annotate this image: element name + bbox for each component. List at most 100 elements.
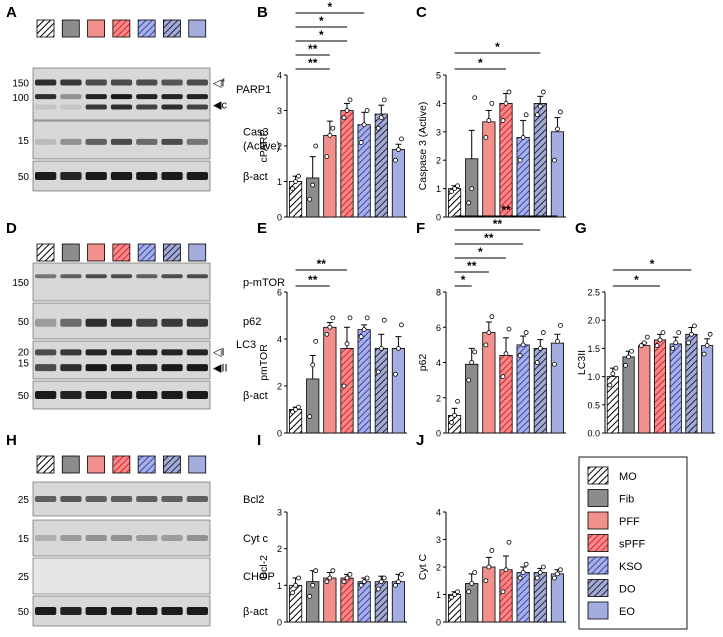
blot-band [85,172,107,180]
data-point [657,337,663,343]
blot-band [60,94,82,100]
data-point [489,101,495,106]
data-point [290,409,295,415]
sig-label: * [650,257,655,271]
blot-row-Cas3-Active- [32,120,211,160]
data-point [520,570,526,575]
panel-letter-F: F [416,220,425,237]
data-point [364,315,370,321]
blot-band [186,607,208,615]
blot-band [60,535,82,541]
data-point [310,582,316,588]
legend-label-sPFF: sPFF [619,539,646,551]
data-point [472,570,478,575]
blot-label: β-act [243,171,268,183]
blot-row-PARP1 [32,67,211,121]
panel-letter-J: J [416,432,424,449]
data-point [486,118,492,123]
lane-key-D-DO [163,243,181,262]
y-axis-label: p62 [417,354,429,372]
data-point [341,579,347,585]
data-point [455,183,460,189]
bar-F-KSO [516,344,530,434]
data-point [296,404,301,410]
lane-key-D-Fib [61,243,80,262]
sig-label: ** [493,217,503,231]
blot-band [136,391,158,399]
bar-G-DO [685,333,698,434]
data-point [520,135,526,140]
blot-band [161,391,183,399]
blot-band [110,607,133,615]
blot-band [35,79,57,86]
blot-band [85,318,107,327]
data-point [455,589,460,595]
blot-band [60,496,82,502]
data-point [629,348,634,354]
y-tick-label: 0 [436,618,441,628]
data-point [396,147,401,152]
blot-band [85,274,107,279]
data-point [472,95,478,101]
bar-G-KSO [669,343,682,434]
data-point [520,342,526,348]
data-point [296,575,301,581]
blot-band [85,79,107,86]
data-point [452,186,457,192]
bar-G-EO [701,345,714,434]
blot-row--act [32,380,211,410]
data-point [364,108,370,113]
lane-key-H-EO [188,455,207,474]
panel-letter-I: I [257,432,261,449]
data-point [375,125,381,131]
data-point [660,330,666,336]
blot-band [35,172,57,180]
data-point [455,398,460,404]
data-point [654,343,660,348]
data-point [358,334,364,340]
data-point [517,575,523,581]
y-tick-label: 4 [436,508,441,518]
data-point [393,157,398,163]
lane-key-H-Fib [61,455,80,474]
data-point [378,115,384,120]
data-point [344,341,350,347]
sig-label: ** [501,203,511,217]
chart-G: 0.0 0.5 1.0 1.5 2.0 2.5 LC3II * * [576,257,715,439]
blot-row-Bcl2 [32,481,211,517]
data-point [670,345,676,351]
data-point [500,118,506,123]
data-point [701,351,707,357]
blot-band [110,104,133,110]
y-axis-label: LC3II [576,350,588,375]
data-point [466,200,472,206]
blot-band [136,94,158,100]
blot-band [85,104,107,110]
blot-band [85,349,107,356]
blot-label: Cas3 [243,126,269,138]
blot-band [161,172,183,180]
mw-marker: 50 [18,172,30,183]
y-tick-label: 0 [277,213,282,223]
blot-band [161,349,183,356]
y-tick-label: 1 [436,184,441,194]
y-tick-label: 2 [277,382,282,392]
data-point [324,579,330,585]
data-point [641,340,647,346]
bar-E-KSO [357,329,371,434]
legend: MO Fib PFF sPFF KSO DO EO [578,456,688,630]
y-tick-label: 0 [436,429,441,439]
data-point [364,575,370,581]
y-tick-label: 2 [436,156,441,166]
bar-E-PFF [323,326,337,434]
data-point [523,112,529,118]
y-tick-label: 4 [277,71,282,81]
y-tick-label: 0 [436,213,441,223]
blot-band [186,138,208,145]
blot-band [161,364,183,372]
data-point [358,140,364,145]
band-arrow: ◀c [213,99,227,111]
data-point [517,157,523,163]
lane-key-D-KSO [137,243,156,262]
